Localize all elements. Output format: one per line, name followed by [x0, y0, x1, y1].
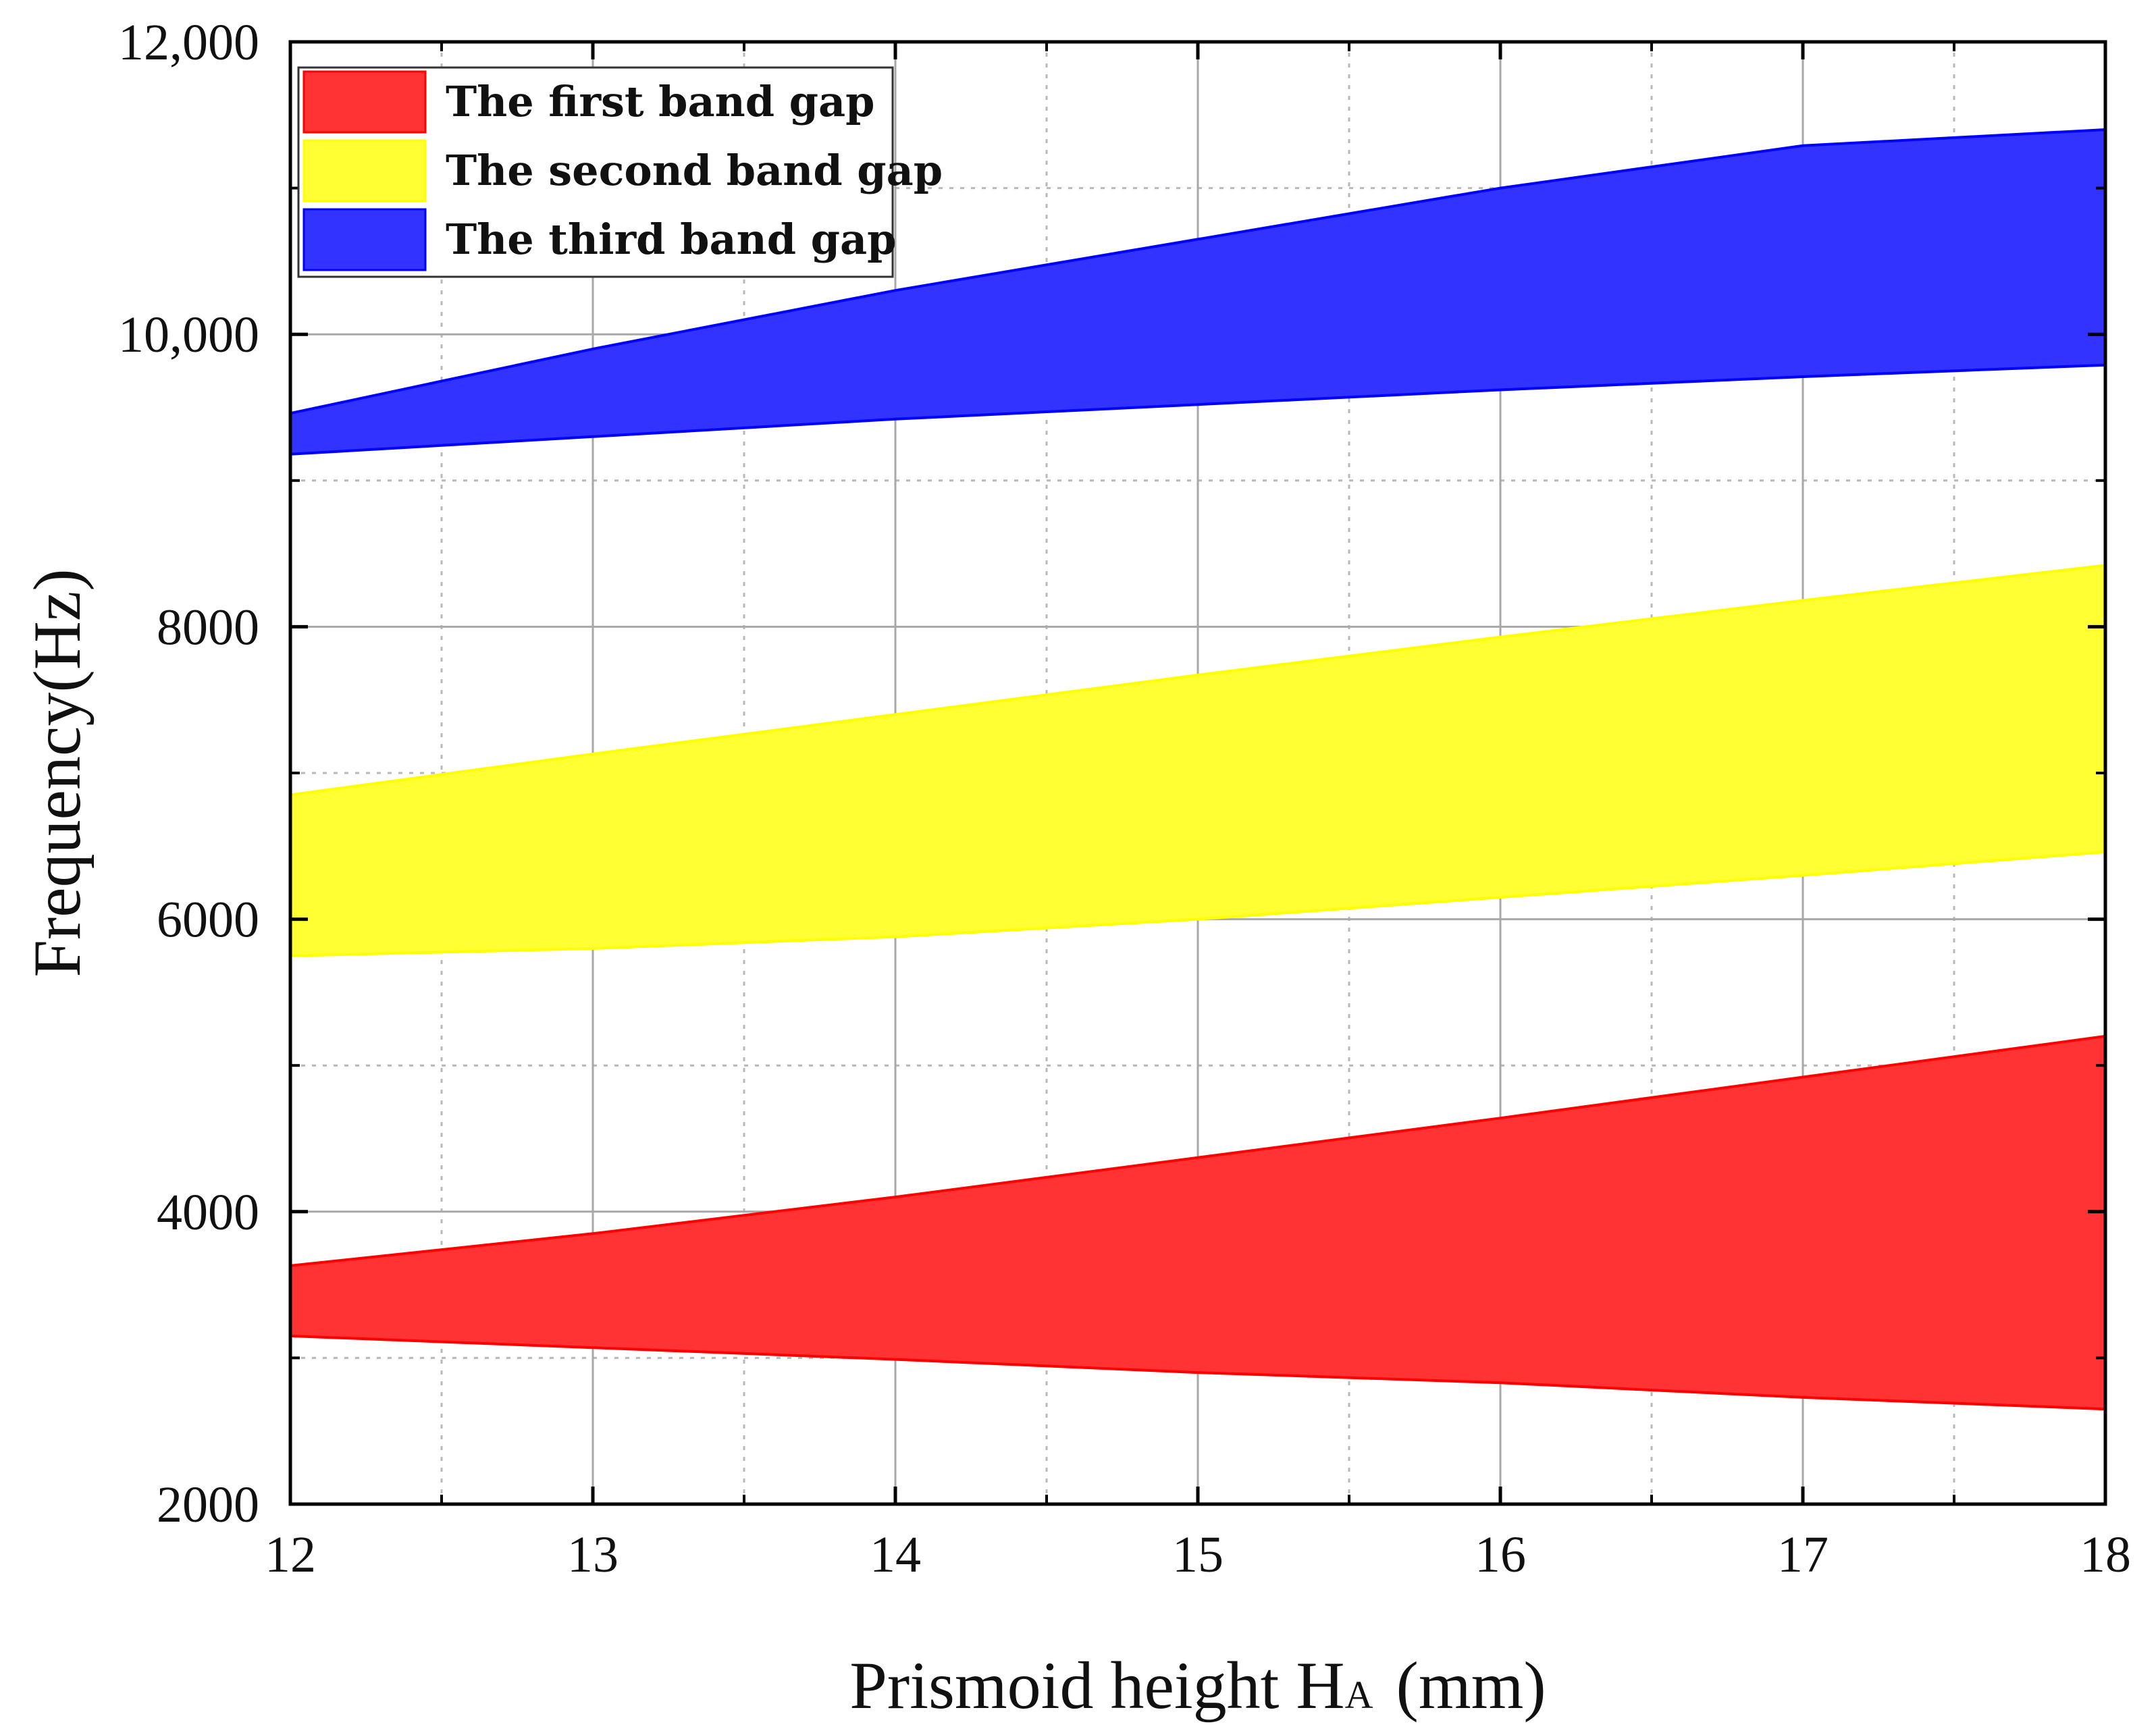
y-tick-label: 10,000	[118, 306, 259, 363]
legend-swatch-2	[303, 139, 427, 203]
y-tick-label: 4000	[157, 1184, 259, 1241]
x-axis-title-unit: (mm)	[1396, 1648, 1546, 1723]
y-axis-title: Frequency(Hz)	[20, 568, 95, 977]
legend-label-1: The first band gap	[446, 77, 875, 126]
x-axis-title: Prismoid height HA (mm)	[849, 1648, 1546, 1723]
x-tick-label: 17	[1777, 1526, 1829, 1583]
x-tick-labels: 12 13 14 15 16 17 18	[265, 1526, 2131, 1583]
x-tick-label: 16	[1475, 1526, 1526, 1583]
x-tick-label: 18	[2080, 1526, 2131, 1583]
y-tick-label: 6000	[157, 892, 259, 949]
x-tick-label: 15	[1172, 1526, 1224, 1583]
legend-swatch-3	[303, 208, 427, 271]
legend-swatch-1	[303, 70, 427, 134]
axis-ticks	[288, 40, 2107, 1506]
y-tick-label: 8000	[157, 599, 259, 656]
x-tick-label: 13	[567, 1526, 619, 1583]
legend-label-2: The second band gap	[446, 146, 943, 195]
x-tick-label: 14	[870, 1526, 921, 1583]
legend: The first band gap The second band gap The…	[297, 66, 943, 278]
y-tick-label: 2000	[157, 1476, 259, 1533]
y-tick-labels: 2000 4000 6000 8000 10,000 12,000	[118, 14, 259, 1533]
legend-label-3: The third band gap	[446, 215, 897, 264]
x-tick-label: 12	[265, 1526, 316, 1583]
x-axis-title-subscript: A	[1345, 1673, 1373, 1717]
y-tick-label: 12,000	[118, 14, 259, 71]
x-axis-title-main: Prismoid height H	[849, 1648, 1344, 1723]
